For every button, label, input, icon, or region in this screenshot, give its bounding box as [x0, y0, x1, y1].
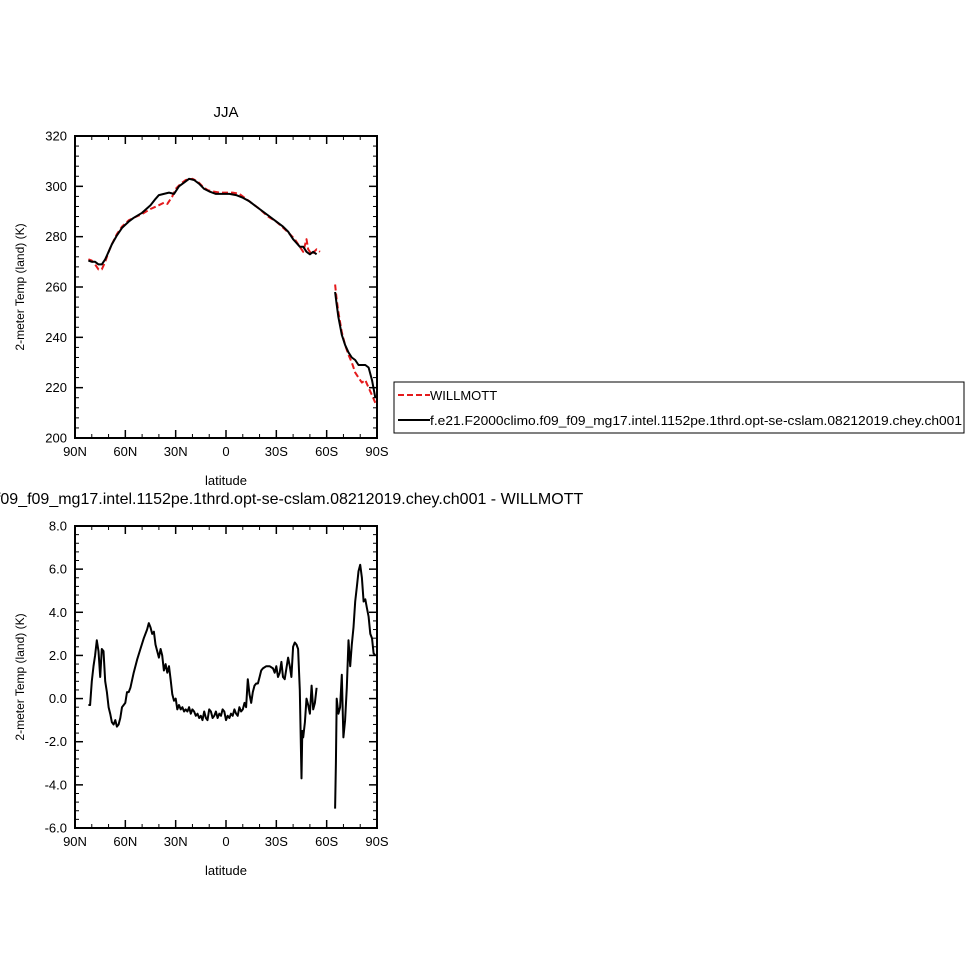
series-1-line-segment-1 [334, 291, 377, 398]
axes: 90N 60N 30N 0 30S 60S 90S -6.0 -4.0 -2.0 0.0 2.0 4.0… [45, 519, 389, 850]
legend-box [393, 381, 965, 434]
y-tick-label: 280 [45, 229, 67, 244]
x-tick-label: 90N [63, 834, 87, 849]
plot-lines [88, 563, 377, 809]
x-tick-label: 60N [113, 444, 137, 459]
y-tick-label: 6.0 [49, 562, 67, 577]
x-tick-label: 90S [365, 444, 388, 459]
chart-title: f.e21.F2000climo.f09_f09_mg17.intel.1152… [0, 491, 583, 508]
bottom-chart: f.e21.F2000climo.f09_f09_mg17.intel.1152… [0, 491, 583, 878]
x-tick-label: 60S [315, 834, 338, 849]
y-tick-label: 8.0 [49, 519, 67, 534]
y-tick-label: 4.0 [49, 605, 67, 620]
x-tick-label: 60S [315, 444, 338, 459]
series-1-line-segment-0 [88, 177, 318, 266]
y-tick-label: 240 [45, 330, 67, 345]
x-tick-label: 90S [365, 834, 388, 849]
x-tick-label: 30S [265, 834, 288, 849]
y-tick-label: 220 [45, 380, 67, 395]
legend: WILLMOTT f.e21.F2000climo.f09_f09_mg17.i… [393, 381, 965, 434]
y-tick-label: 0.0 [49, 691, 67, 706]
series-0-line-segment-1 [334, 284, 377, 404]
x-tick-label: 90N [63, 444, 87, 459]
x-axis-label: latitude [205, 473, 247, 488]
y-tick-label: 200 [45, 431, 67, 446]
axes: 90N 60N 30N 0 30S 60S 90S 200 220 240 260 280 300 320 [45, 129, 389, 460]
x-tick-label: 60N [113, 834, 137, 849]
series-0-line-segment-1 [334, 563, 377, 809]
top-chart: JJA 90N 60N 30N 0 30S 60S 90S 200 220 240 260 280 30… [13, 104, 965, 488]
y-tick-label: 260 [45, 280, 67, 295]
plot-frame [74, 135, 378, 439]
x-tick-label: 30N [164, 834, 188, 849]
x-tick-label: 0 [222, 834, 229, 849]
x-tick-label: 30N [164, 444, 188, 459]
series-0-line-segment-0 [88, 622, 318, 780]
plot-lines [88, 177, 377, 404]
series-0-line-segment-0 [88, 177, 321, 271]
y-tick-label: 2.0 [49, 648, 67, 663]
y-axis-label: 2-meter Temp (land) (K) [13, 613, 27, 740]
y-tick-label: -6.0 [45, 821, 67, 836]
x-axis-label: latitude [205, 863, 247, 878]
y-tick-label: -4.0 [45, 777, 67, 792]
plot-frame [74, 525, 378, 829]
x-tick-label: 30S [265, 444, 288, 459]
chart-title: JJA [213, 104, 238, 121]
y-tick-label: 300 [45, 179, 67, 194]
y-tick-label: -2.0 [45, 734, 67, 749]
y-axis-label: 2-meter Temp (land) (K) [13, 223, 27, 350]
legend-label-model: f.e21.F2000climo.f09_f09_mg17.intel.1152… [430, 414, 962, 428]
legend-label-willmott: WILLMOTT [430, 388, 497, 403]
x-tick-label: 0 [222, 444, 229, 459]
y-tick-label: 320 [45, 129, 67, 144]
